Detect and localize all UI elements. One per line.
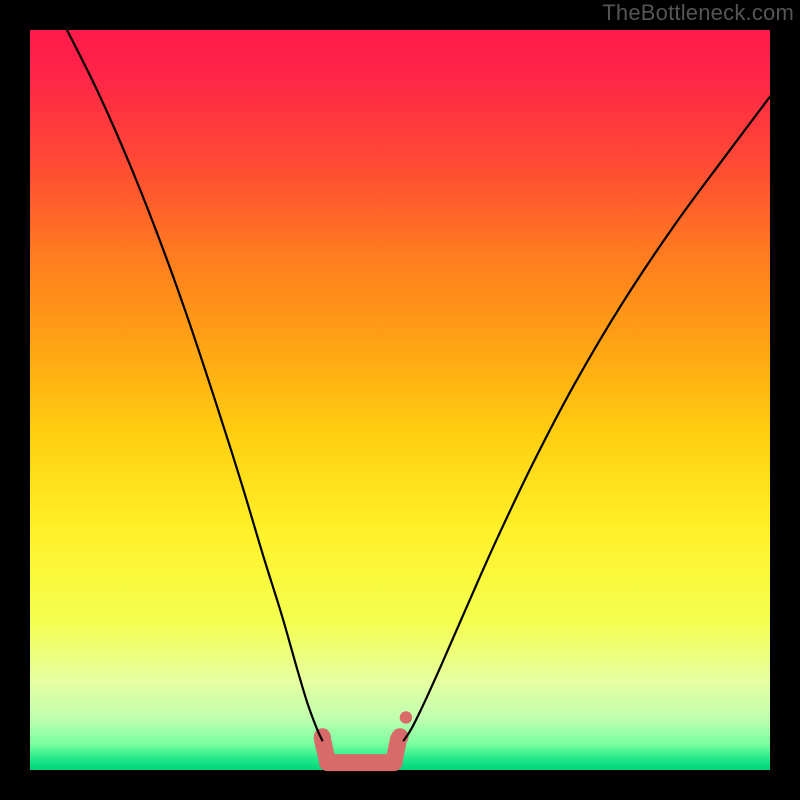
chart-svg [0, 0, 800, 800]
chart-stage: TheBottleneck.com [0, 0, 800, 800]
plot-background [30, 30, 770, 770]
watermark-text: TheBottleneck.com [602, 0, 794, 26]
